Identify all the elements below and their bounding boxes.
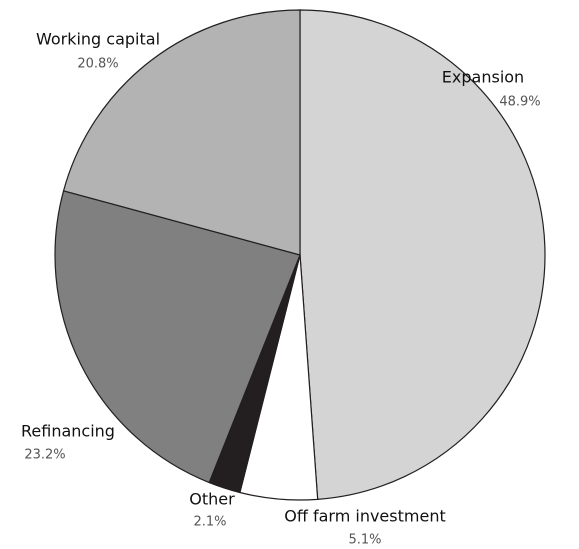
slice-value-label: 5.1% (348, 533, 381, 548)
pie-slice (62, 9, 301, 256)
pie-slice (54, 190, 301, 484)
slice-label: Off farm investment (284, 507, 445, 526)
slice-value-label: 2.1% (193, 515, 226, 530)
slice-value-label: 20.8% (77, 57, 118, 72)
slice-label: Other (189, 490, 235, 509)
slice-value-label: 23.2% (24, 448, 65, 463)
pie-slice (299, 9, 546, 501)
slice-label: Expansion (442, 68, 524, 87)
slice-label: Refinancing (21, 422, 115, 441)
slice-value-label: 48.9% (499, 95, 540, 110)
slice-label: Working capital (36, 30, 160, 49)
